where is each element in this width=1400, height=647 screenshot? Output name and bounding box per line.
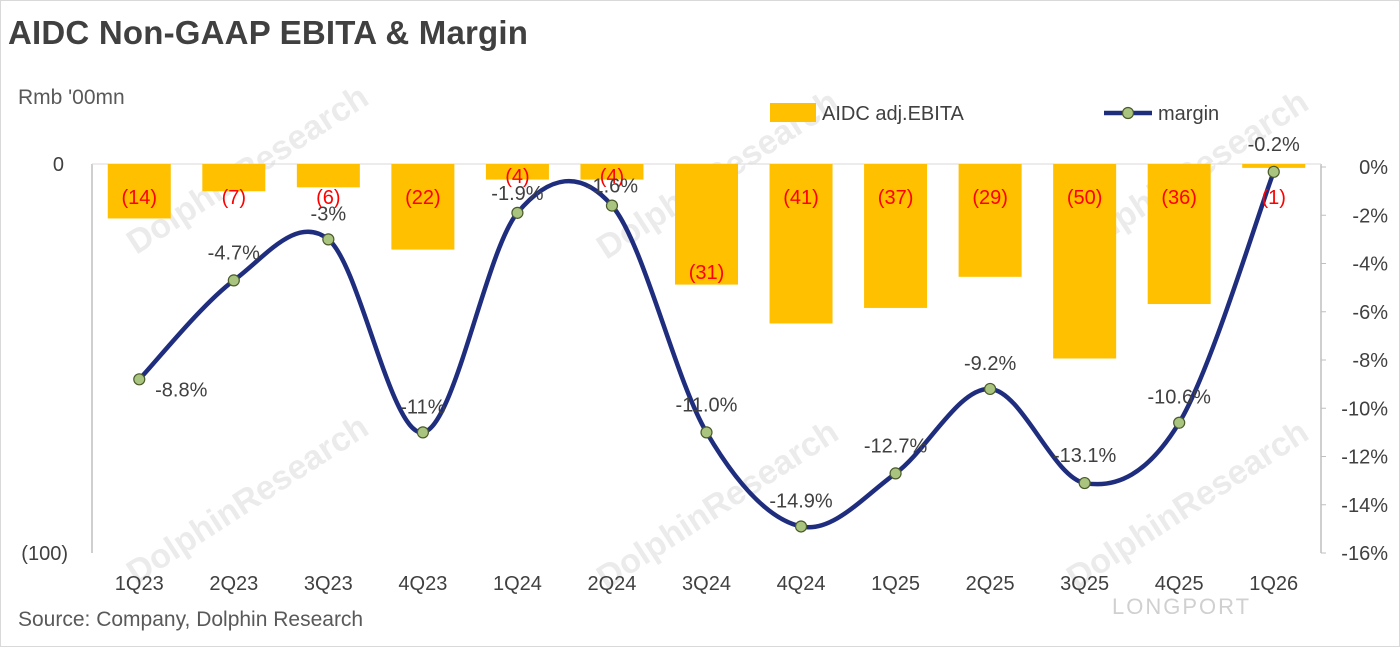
legend-line-marker xyxy=(1121,106,1135,120)
x-tick-label: 2Q23 xyxy=(209,573,258,595)
x-tick-label: 1Q26 xyxy=(1249,573,1298,595)
right-tick-label: -4% xyxy=(1352,254,1388,276)
right-tick-label: -8% xyxy=(1352,350,1388,372)
margin-data-label: -10.6% xyxy=(1148,387,1212,409)
bar xyxy=(769,164,833,324)
bar-data-label: (1) xyxy=(1262,187,1286,209)
margin-data-label: -1.9% xyxy=(491,183,543,205)
margin-marker xyxy=(1173,416,1186,429)
bar-data-label: (50) xyxy=(1067,187,1103,209)
x-tick-label: 4Q25 xyxy=(1155,573,1204,595)
bar xyxy=(958,164,1022,277)
x-tick-label: 1Q24 xyxy=(493,573,542,595)
margin-data-label: -11% xyxy=(400,396,445,418)
bar-data-label: (36) xyxy=(1161,187,1197,209)
bar xyxy=(675,164,738,285)
x-tick-label: 3Q25 xyxy=(1060,573,1109,595)
bar xyxy=(864,164,928,308)
margin-data-label: -12.7% xyxy=(864,435,928,457)
margin-data-label: -0.2% xyxy=(1248,134,1300,156)
bar-data-label: (37) xyxy=(878,187,914,209)
right-tick-label: -12% xyxy=(1341,447,1388,469)
bar xyxy=(391,164,455,250)
bar-data-label: (29) xyxy=(972,187,1008,209)
margin-line xyxy=(137,171,1276,530)
margin-marker xyxy=(1267,165,1280,178)
x-tick-label: 4Q23 xyxy=(398,573,447,595)
bar-data-label: (4) xyxy=(505,166,529,188)
left-tick-label: 0 xyxy=(53,154,64,176)
right-tick-label: -10% xyxy=(1341,398,1388,420)
x-tick-label: 2Q25 xyxy=(966,573,1015,595)
margin-marker xyxy=(700,426,713,439)
bar xyxy=(580,164,644,180)
margin-marker xyxy=(605,199,619,212)
bar-data-label: (22) xyxy=(405,187,441,209)
right-tick-label: -14% xyxy=(1341,495,1388,517)
margin-marker xyxy=(1078,476,1091,490)
left-tick-label: (100) xyxy=(21,543,68,565)
right-tick-label: -6% xyxy=(1352,302,1388,324)
margin-data-label: -9.2% xyxy=(964,353,1016,375)
margin-data-label: -3% xyxy=(311,203,347,225)
x-tick-label: 1Q25 xyxy=(871,573,920,595)
x-tick-label: 2Q24 xyxy=(587,573,636,595)
legend-bar-label: AIDC adj.EBITA xyxy=(822,103,965,125)
legend-line-label: margin xyxy=(1158,103,1219,125)
bar-data-label: (7) xyxy=(222,187,246,209)
x-tick-label: 4Q24 xyxy=(777,573,826,595)
bar-data-label: (4) xyxy=(600,166,624,188)
right-tick-label: -2% xyxy=(1352,205,1388,227)
right-tick-label: 0% xyxy=(1359,157,1388,179)
margin-marker xyxy=(322,233,335,246)
margin-marker xyxy=(984,382,997,396)
chart-title: AIDC Non-GAAP EBITA & Margin xyxy=(8,14,529,51)
bar xyxy=(485,164,549,180)
margin-data-label: -4.7% xyxy=(208,242,260,264)
margin-marker xyxy=(889,467,902,480)
bar xyxy=(202,164,266,192)
right-tick-label: -16% xyxy=(1341,543,1388,565)
margin-marker xyxy=(227,274,240,287)
bar-data-label: (31) xyxy=(689,262,725,284)
legend-bar-swatch xyxy=(770,103,816,122)
margin-marker xyxy=(794,520,808,533)
source-note: Source: Company, Dolphin Research xyxy=(18,608,364,631)
bar-data-label: (41) xyxy=(783,187,819,209)
margin-data-label: -8.8% xyxy=(155,379,207,401)
bar xyxy=(1147,164,1211,305)
x-tick-label: 3Q23 xyxy=(304,573,353,595)
margin-marker xyxy=(133,373,146,386)
bar xyxy=(296,164,360,188)
x-tick-label: 3Q24 xyxy=(682,573,731,595)
margin-marker xyxy=(511,206,524,219)
margin-data-label: -13.1% xyxy=(1053,445,1117,467)
bar xyxy=(107,164,171,219)
bar-data-label: (6) xyxy=(316,187,340,209)
bar-data-label: (14) xyxy=(121,187,157,209)
margin-data-label: -1.6% xyxy=(586,176,638,198)
margin-data-label: -14.9% xyxy=(769,490,833,512)
unit-label: Rmb '00mn xyxy=(18,86,125,109)
bar xyxy=(1053,164,1117,359)
margin-marker xyxy=(416,426,429,439)
longport-logo: LONGPORT xyxy=(1112,594,1252,619)
margin-data-label: -11.0% xyxy=(676,394,738,416)
x-tick-label: 1Q23 xyxy=(115,573,164,595)
